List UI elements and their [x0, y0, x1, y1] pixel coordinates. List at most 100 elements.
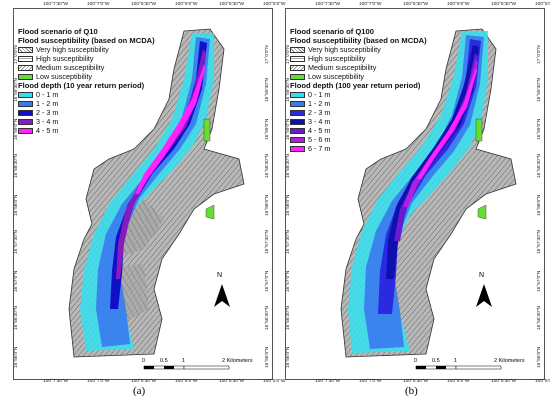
north-arrow-b: [476, 284, 492, 307]
depth-label: 5 - 6 m: [308, 135, 331, 144]
bottom-tick-label: 100°6'30"W: [403, 379, 429, 384]
right-tick-label: 16°56'30"N: [537, 305, 542, 330]
right-tick-label: 16°56'0"N: [265, 346, 270, 368]
top-tick-label: 100°5'0"W: [535, 2, 550, 7]
bottom-tick-label: 100°6'0"W: [175, 379, 198, 384]
depth-swatch: [290, 91, 305, 98]
depth-legend-item: 3 - 4 m: [18, 117, 155, 126]
right-tick-label: 16°58'0"N: [537, 194, 542, 216]
top-tick-label: 100°5'30"W: [491, 2, 517, 7]
depth-legend-item: 5 - 6 m: [290, 135, 427, 144]
right-tick-label: 16°58'0"N: [265, 194, 270, 216]
scale-label: 2 Kilometers: [494, 358, 525, 364]
depth-swatch: [290, 136, 305, 143]
depth-swatch: [290, 100, 305, 107]
map-title-a-line1: Flood scenario of Q10: [18, 27, 98, 36]
left-tick-label: 17°0'0"N: [286, 45, 291, 64]
left-tick-label: 16°57'30"N: [286, 229, 291, 254]
flood-depth-4-5: [135, 64, 205, 194]
scale-bar-a: [143, 365, 230, 370]
bottom-tick-label: 100°5'0"W: [535, 379, 550, 384]
north-label-b: N: [479, 272, 485, 279]
legend-item: Very high susceptibility: [290, 45, 427, 54]
left-tick-label: 16°58'0"N: [14, 194, 19, 216]
scale-label: 0.5: [432, 358, 440, 364]
bottom-tick-label: 100°6'0"W: [447, 379, 470, 384]
scale-label: 1: [182, 358, 186, 364]
swatch: [290, 73, 305, 80]
scale-label: 0: [142, 358, 146, 364]
caption-a: (a): [133, 385, 146, 397]
legend-b: Flood scenario of Q100 Flood susceptibil…: [290, 27, 427, 153]
left-tick-label: 16°57'30"N: [14, 229, 19, 254]
scale-label: 0: [414, 358, 418, 364]
right-tick-label: 16°59'30"N: [265, 77, 270, 102]
depth-legend-item: 0 - 1 m: [18, 90, 155, 99]
depth-label: 0 - 1 m: [36, 90, 59, 99]
depth-label: 1 - 2 m: [36, 99, 59, 108]
right-tick-label: 16°56'30"N: [265, 305, 270, 330]
left-tick-label: 16°57'0"N: [286, 270, 291, 292]
bottom-tick-label: 100°7'30"W: [315, 379, 341, 384]
top-tick-label: 100°7'30"W: [43, 2, 69, 7]
map-title-b-line1: Flood scenario of Q100: [290, 27, 374, 36]
right-tick-label: 16°59'30"N: [537, 77, 542, 102]
legend-item: Very high susceptibility: [18, 45, 155, 54]
depth-label: 4 - 5 m: [36, 126, 59, 135]
depth-label: 6 - 7 m: [308, 144, 331, 153]
depth-swatch: [18, 100, 33, 107]
left-tick-label: 16°59'0"N: [14, 118, 19, 140]
map-panel-a: Flood scenario of Q10 Flood susceptibili…: [13, 8, 273, 380]
swatch: [290, 64, 305, 71]
left-tick-label: 16°56'30"N: [14, 305, 19, 330]
right-tick-label: 16°57'30"N: [265, 229, 270, 254]
legend-item: Low susceptibility: [18, 72, 155, 81]
depth-label: 2 - 3 m: [308, 108, 331, 117]
depth-label: 2 - 3 m: [36, 108, 59, 117]
top-tick-label: 100°6'0"W: [175, 2, 198, 7]
map-title-b-line2: Flood susceptibility (based on MCDA): [290, 36, 427, 45]
depth-legend-item: 3 - 4 m: [290, 117, 427, 126]
legend-item: High susceptibility: [290, 54, 427, 63]
left-tick-label: 16°57'0"N: [14, 270, 19, 292]
map-panel-b: Flood scenario of Q100 Flood susceptibil…: [285, 8, 545, 380]
legend-item: High susceptibility: [18, 54, 155, 63]
right-tick-label: 16°56'0"N: [537, 346, 542, 368]
scale-label: 0.5: [160, 358, 168, 364]
legend-a: Flood scenario of Q10 Flood susceptibili…: [18, 27, 155, 135]
depth-legend-item: 2 - 3 m: [18, 108, 155, 117]
depth-label: 0 - 1 m: [308, 90, 331, 99]
left-tick-label: 16°59'0"N: [286, 118, 291, 140]
right-tick-label: 17°0'0"N: [265, 45, 270, 64]
bottom-tick-label: 100°5'30"W: [491, 379, 517, 384]
depth-legend-item: 4 - 5 m: [18, 126, 155, 135]
depth-swatch: [18, 127, 33, 134]
top-tick-label: 100°6'0"W: [447, 2, 470, 7]
depth-legend-item: 1 - 2 m: [290, 99, 427, 108]
depth-title-a: Flood depth (10 year return period): [18, 81, 145, 90]
depth-legend-item: 2 - 3 m: [290, 108, 427, 117]
depth-label: 3 - 4 m: [36, 117, 59, 126]
right-tick-label: 16°59'0"N: [537, 118, 542, 140]
bottom-tick-label: 100°7'0"W: [359, 379, 382, 384]
bottom-tick-label: 100°7'0"W: [87, 379, 110, 384]
north-arrow-a: [214, 284, 230, 307]
depth-label: 4 - 5 m: [308, 126, 331, 135]
caption-b: (b): [405, 385, 418, 397]
top-tick-label: 100°6'30"W: [131, 2, 157, 7]
left-tick-label: 16°56'30"N: [286, 305, 291, 330]
legend-item: Medium susceptibility: [290, 63, 427, 72]
depth-title-b: Flood depth (100 year return period): [290, 81, 421, 90]
map-title-a-line2: Flood susceptibility (based on MCDA): [18, 36, 155, 45]
legend-item: Low susceptibility: [290, 72, 427, 81]
right-tick-label: 16°57'0"N: [265, 270, 270, 292]
top-tick-label: 100°7'0"W: [87, 2, 110, 7]
flood-depth-3-4: [386, 45, 479, 279]
flood-depth-4-5: [394, 53, 478, 241]
top-tick-label: 100°5'0"W: [263, 2, 286, 7]
top-tick-label: 100°5'30"W: [219, 2, 245, 7]
left-tick-label: 16°56'0"N: [286, 346, 291, 368]
right-tick-label: 16°58'30"N: [537, 153, 542, 178]
